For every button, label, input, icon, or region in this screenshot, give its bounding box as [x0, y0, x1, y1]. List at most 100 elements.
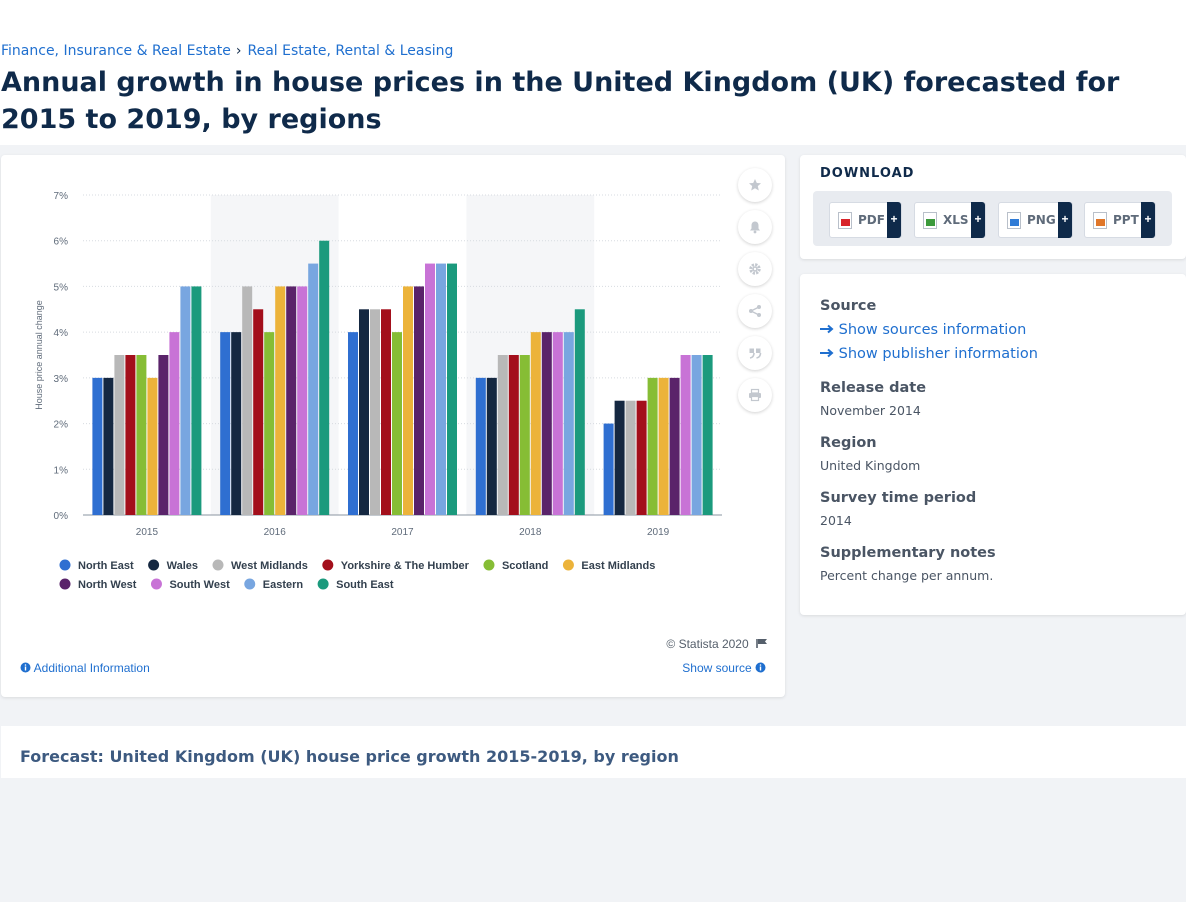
- legend-label: Scotland: [502, 560, 548, 572]
- page-header: [0, 0, 1186, 145]
- show-sources-label: Show sources information: [838, 322, 1027, 338]
- bar: [264, 332, 275, 515]
- bar: [147, 377, 158, 515]
- legend-label: East Midlands: [581, 560, 655, 572]
- x-tick-label: 2019: [647, 527, 670, 538]
- png-file-icon: [1007, 212, 1021, 229]
- legend-label: Eastern: [263, 579, 304, 591]
- source-heading: Source: [820, 298, 877, 314]
- download-png-label: PNG: [1027, 213, 1056, 227]
- legend-marker: [322, 559, 334, 571]
- bar: [603, 423, 614, 515]
- bar: [497, 355, 508, 515]
- y-tick-label: 4%: [54, 328, 69, 339]
- bar: [103, 377, 114, 515]
- legend-label: South East: [336, 579, 394, 591]
- favorite-button[interactable]: [738, 168, 772, 202]
- bar: [625, 400, 636, 515]
- y-tick-label: 0%: [54, 511, 69, 522]
- plus-icon: +: [1058, 202, 1072, 238]
- bar: [680, 355, 691, 515]
- bar: [574, 309, 585, 515]
- legend-marker: [212, 559, 224, 571]
- copyright-text: © Statista 2020: [666, 637, 749, 651]
- bar: [702, 355, 713, 515]
- info-circle-icon: [20, 662, 31, 673]
- bar-chart: 0% 1% 2% 3% 4% 5% 6% 7% House price annual chang…: [34, 191, 722, 591]
- show-publisher-link[interactable]: Show publisher information: [820, 346, 1038, 362]
- page-title: Annual growth in house prices in the Uni…: [1, 67, 1120, 135]
- breadcrumb: Finance, Insurance & Real Estate › Real Es…: [1, 43, 453, 59]
- plus-icon: +: [1141, 202, 1155, 238]
- bar: [486, 377, 497, 515]
- download-xls-label: XLS: [943, 213, 969, 227]
- bar: [319, 240, 330, 515]
- additional-info-label: Additional Information: [33, 661, 150, 675]
- bar: [563, 332, 574, 515]
- download-xls-button[interactable]: XLS +: [914, 202, 986, 238]
- survey-period-heading: Survey time period: [820, 490, 977, 506]
- bar: [359, 309, 369, 515]
- download-ppt-button[interactable]: PPT +: [1084, 202, 1156, 238]
- legend-label: Yorkshire & The Humber: [341, 560, 470, 572]
- bar: [658, 377, 669, 515]
- plus-icon: +: [887, 202, 901, 238]
- additional-info-link[interactable]: Additional Information: [20, 661, 150, 675]
- x-tick-label: 2017: [391, 527, 414, 538]
- pdf-file-icon: [838, 212, 852, 229]
- download-ppt-label: PPT: [1113, 213, 1139, 227]
- bar: [647, 377, 658, 515]
- bar: [370, 309, 380, 515]
- bar: [231, 332, 242, 515]
- y-tick-label: 5%: [54, 282, 69, 293]
- copyright-line: © Statista 2020: [666, 637, 768, 651]
- xls-file-icon: [923, 212, 937, 229]
- bar: [297, 286, 308, 515]
- y-tick-label: 3%: [54, 374, 69, 385]
- show-sources-link[interactable]: Show sources information: [820, 322, 1026, 338]
- bar: [530, 332, 541, 515]
- bar: [669, 377, 680, 515]
- bar: [436, 263, 446, 515]
- legend-marker: [150, 578, 162, 590]
- bar: [242, 286, 253, 515]
- legend-label: Wales: [167, 560, 198, 572]
- y-tick-label: 6%: [54, 237, 69, 248]
- bar: [114, 355, 125, 515]
- legend-marker: [562, 559, 574, 571]
- flag-icon[interactable]: [756, 638, 768, 649]
- supplementary-notes-heading: Supplementary notes: [820, 545, 996, 561]
- ppt-file-icon: [1093, 212, 1107, 229]
- bar: [447, 263, 457, 515]
- download-bar: PDF + XLS + PNG + PPT +: [813, 191, 1172, 246]
- alert-button[interactable]: [738, 210, 772, 244]
- settings-button[interactable]: [738, 252, 772, 286]
- print-button[interactable]: [738, 378, 772, 412]
- release-date-value: November 2014: [820, 403, 921, 418]
- x-tick-label: 2018: [519, 527, 542, 538]
- legend-label: South West: [169, 579, 230, 591]
- share-button[interactable]: [738, 294, 772, 328]
- chart-card: 0% 1% 2% 3% 4% 5% 6% 7% House price annual chang…: [1, 155, 785, 697]
- bar: [180, 286, 191, 515]
- share-icon: [749, 305, 761, 317]
- download-pdf-button[interactable]: PDF +: [829, 202, 902, 238]
- show-source-link[interactable]: Show source: [682, 661, 766, 675]
- bar: [614, 400, 625, 515]
- plus-icon: +: [971, 202, 985, 238]
- breadcrumb-link-finance[interactable]: Finance, Insurance & Real Estate: [1, 43, 231, 59]
- legend-label: West Midlands: [231, 560, 308, 572]
- bar: [541, 332, 552, 515]
- breadcrumb-link-real-estate[interactable]: Real Estate, Rental & Leasing: [247, 43, 454, 59]
- bar: [286, 286, 297, 515]
- download-png-button[interactable]: PNG +: [998, 202, 1073, 238]
- bar: [508, 355, 519, 515]
- bar: [392, 332, 402, 515]
- legend-marker: [483, 559, 495, 571]
- bar: [691, 355, 702, 515]
- arrow-right-icon: [820, 348, 834, 358]
- supplementary-notes-value: Percent change per annum.: [820, 568, 994, 583]
- bar: [158, 355, 169, 515]
- cite-button[interactable]: [738, 336, 772, 370]
- bar: [92, 377, 103, 515]
